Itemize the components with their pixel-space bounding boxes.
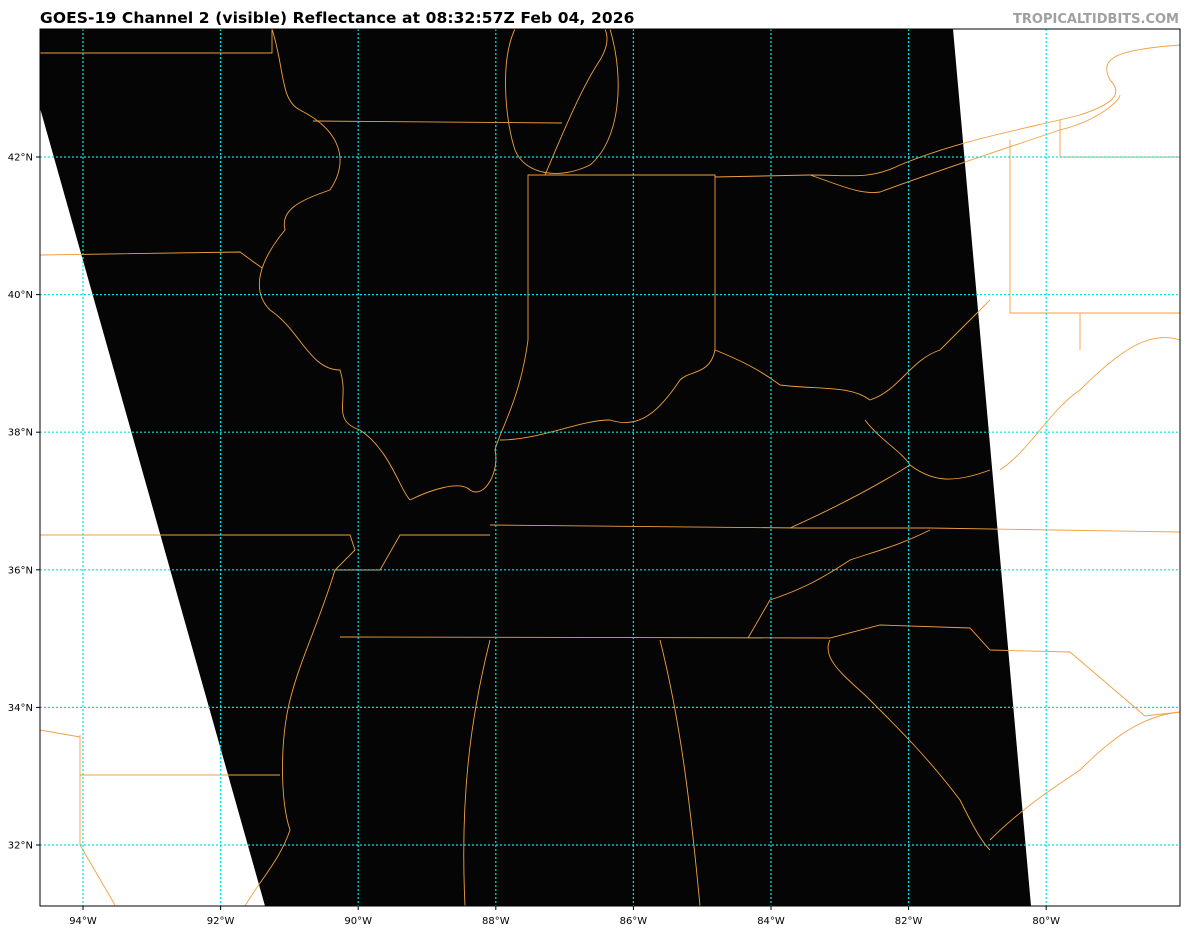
lon-tick-label: 90°W	[344, 916, 372, 927]
lat-tick-label: 38°N	[8, 428, 33, 439]
axis-ticks: 94°W 92°W 90°W 88°W 86°W 84°W 82°W 80°W 42°N 40°N…	[8, 153, 1060, 928]
imagery-swath	[40, 29, 1031, 906]
lon-tick-label: 80°W	[1032, 916, 1060, 927]
lon-tick-label: 84°W	[757, 916, 785, 927]
lon-tick-label: 94°W	[69, 916, 97, 927]
lon-tick-label: 82°W	[895, 916, 923, 927]
lon-tick-label: 92°W	[207, 916, 235, 927]
lat-tick-label: 32°N	[8, 841, 33, 852]
map-title: GOES-19 Channel 2 (visible) Reflectance …	[40, 9, 635, 27]
site-credit: TROPICALTIDBITS.COM	[1013, 12, 1179, 27]
lat-tick-label: 36°N	[8, 565, 33, 576]
lat-tick-label: 34°N	[8, 703, 33, 714]
lon-tick-label: 86°W	[620, 916, 648, 927]
lon-tick-label: 88°W	[482, 916, 510, 927]
lat-tick-label: 42°N	[8, 153, 33, 164]
state-borders	[40, 29, 1180, 906]
lat-tick-label: 40°N	[8, 290, 33, 301]
map-frame	[39, 28, 1181, 907]
graticule	[40, 29, 1180, 906]
